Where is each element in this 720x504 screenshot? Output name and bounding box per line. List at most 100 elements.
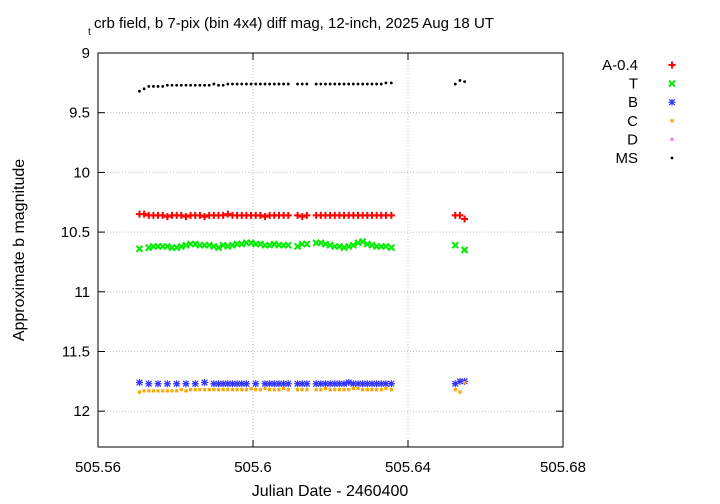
point-c [226, 388, 230, 392]
point-c [333, 388, 337, 392]
point-b [354, 380, 362, 388]
point-ms [296, 82, 299, 86]
point-ms [189, 83, 193, 87]
point-c [235, 388, 239, 392]
point-ms [217, 83, 220, 87]
point-a-0-4 [387, 211, 395, 219]
point-b [270, 380, 278, 388]
point-ms [282, 82, 286, 86]
point-b [373, 380, 381, 388]
point-c [365, 388, 369, 392]
point-ms [152, 85, 155, 88]
point-b [215, 380, 223, 388]
legend-label-ms: MS [616, 150, 639, 167]
point-ms [305, 82, 309, 86]
point-b [284, 380, 292, 388]
y-tick-label: 12 [73, 403, 90, 420]
legend-marker-a-0-4 [668, 61, 676, 69]
point-c [319, 388, 323, 392]
point-ms [453, 82, 457, 86]
point-c [342, 388, 346, 392]
point-c [202, 388, 207, 392]
point-c [458, 390, 462, 394]
point-t [387, 243, 396, 252]
point-b [252, 380, 260, 388]
legend-label-b: B [628, 94, 638, 111]
x-tick-label: 505.64 [385, 459, 431, 476]
legend-marker-d [670, 137, 674, 141]
point-t [214, 243, 223, 252]
point-b [382, 380, 390, 388]
point-a-0-4 [196, 211, 204, 219]
point-c [337, 388, 342, 392]
point-b [335, 380, 343, 388]
point-ms [458, 79, 462, 82]
point-b [377, 380, 385, 388]
point-t [135, 245, 144, 253]
point-ms [240, 82, 244, 86]
point-b [233, 380, 241, 388]
point-b [173, 380, 181, 388]
point-c [212, 388, 216, 392]
point-c [389, 388, 393, 392]
point-b [345, 379, 353, 387]
point-c [221, 388, 225, 392]
point-a-0-4 [461, 215, 469, 223]
legend-label-d: D [627, 131, 638, 148]
point-c [175, 389, 179, 393]
point-ms [463, 80, 466, 84]
point-c [137, 390, 142, 394]
point-a-0-4 [159, 211, 167, 219]
point-ms [328, 82, 332, 86]
point-ms [365, 82, 369, 86]
point-b [163, 380, 171, 388]
legend-marker-b [668, 98, 676, 106]
point-b [210, 380, 218, 388]
point-t [303, 240, 311, 248]
point-ms [361, 82, 365, 86]
point-c [207, 388, 211, 392]
point-b [280, 380, 288, 388]
point-c [240, 388, 244, 392]
point-c [198, 388, 202, 392]
point-c [184, 389, 188, 393]
y-tick-label: 11 [74, 284, 90, 301]
point-c [300, 388, 304, 392]
point-ms [351, 82, 355, 86]
point-b [451, 380, 459, 388]
point-ms [384, 81, 388, 85]
point-a-0-4 [256, 211, 264, 219]
plot-frame [97, 52, 564, 448]
point-c [230, 388, 235, 392]
point-c [244, 388, 249, 392]
point-c [142, 389, 146, 393]
point-ms [212, 82, 216, 86]
point-ms [333, 82, 337, 86]
point-ms [193, 83, 197, 87]
point-b [387, 380, 395, 388]
point-b [135, 379, 143, 387]
point-c [462, 380, 467, 385]
point-c [268, 388, 272, 392]
point-b [298, 380, 306, 388]
point-b [294, 380, 302, 388]
point-b [326, 380, 334, 388]
point-c [216, 388, 221, 392]
point-b [331, 380, 339, 388]
point-ms [272, 82, 276, 86]
point-ms [300, 82, 304, 86]
point-ms [249, 82, 253, 86]
point-b [456, 377, 464, 385]
point-t [358, 237, 367, 246]
point-b [349, 380, 357, 388]
point-a-0-4 [456, 211, 464, 219]
point-ms [165, 83, 169, 87]
point-b [201, 379, 209, 387]
x-axis-label: Julian Date - 2460400 [252, 483, 409, 500]
point-c [249, 386, 253, 391]
point-ms [268, 82, 272, 86]
point-ms [319, 82, 323, 86]
point-c [453, 388, 457, 392]
axis-ticks: 505.56 505.6 505.64 505.68 9 9.5 10 10.5 11 11.5 1… [61, 45, 586, 476]
